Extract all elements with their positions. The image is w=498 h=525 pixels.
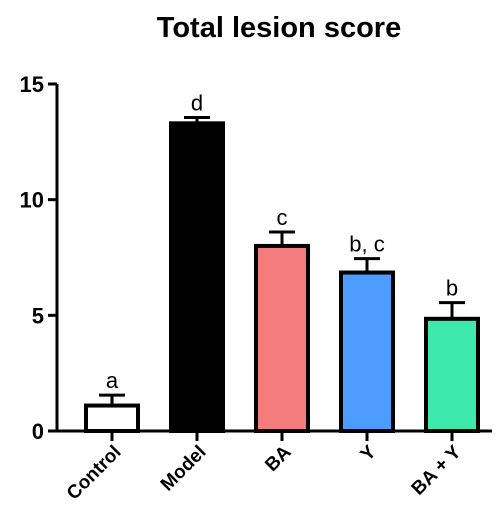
x-tick-label: BA + Y (408, 441, 466, 499)
bar (169, 121, 225, 434)
x-tick-label: BA (261, 441, 295, 475)
bar (339, 270, 395, 433)
bar (84, 403, 140, 434)
significance-label: b (446, 276, 458, 301)
x-tick-label: Control (63, 442, 126, 505)
bar (254, 243, 310, 433)
y-tick-label: 5 (32, 303, 44, 328)
chart-title: Total lesion score (156, 12, 402, 44)
x-tick-label: Y (357, 441, 381, 465)
significance-label: b, c (349, 232, 384, 257)
significance-label: c (277, 205, 288, 230)
labels: 0 5 10 15 a Control d Model c BA b, c Yb BA + Y (20, 72, 466, 504)
bars (84, 116, 480, 434)
x-tick-label: Model (157, 442, 211, 496)
y-tick-label: 10 (20, 188, 44, 213)
significance-label: d (191, 91, 203, 116)
significance-label: a (106, 368, 119, 393)
y-tick-label: 0 (32, 419, 44, 444)
y-tick-label: 15 (20, 72, 44, 97)
bar (424, 316, 480, 434)
